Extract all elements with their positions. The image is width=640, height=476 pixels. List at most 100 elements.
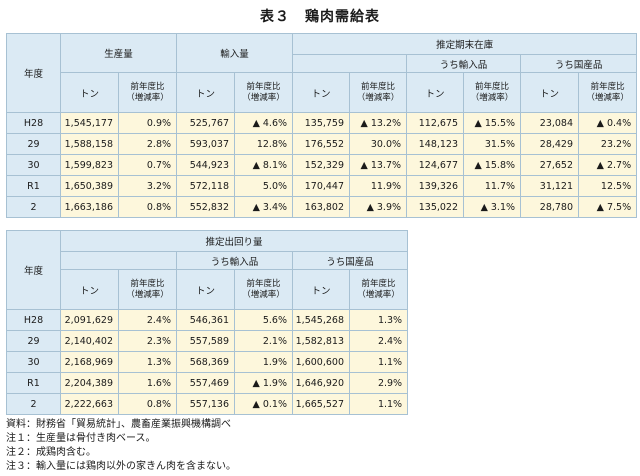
page-title: 表３ 鶏肉需給表 [260, 9, 380, 25]
ratio-cell: 0.8% [118, 393, 177, 415]
ratio-header: 前年度比 （増減率） [578, 72, 638, 113]
table-row: 2 1,663,186 0.8% 552,832 ▲ 3.4% 163,802 ▲ 3.9%… [6, 196, 638, 218]
note-1: 注１：生産量は骨付き肉ベース。 [6, 433, 156, 444]
tonnage-cell: 552,832 [176, 196, 236, 218]
ton-header: トン [520, 72, 580, 113]
tonnage-cell: 124,677 [406, 154, 465, 176]
tonnage-cell: 572,118 [176, 175, 236, 197]
note-3: 注３：輸入量には鶏肉以外の家きん肉を含まない。 [6, 461, 236, 472]
unit-header-row: トン 前年度比 （増減率） トン 前年度比 （増減率） トン 前年度比 （増減率） [7, 269, 409, 310]
ratio-cell: ▲ 2.7% [578, 154, 638, 176]
note-2: 注２：成鶏肉含む。 [6, 447, 96, 458]
ratio-header: 前年度比 （増減率） [117, 72, 178, 113]
production-header: 生産量 [59, 33, 178, 73]
tonnage-cell: 176,552 [292, 133, 351, 155]
tonnage-cell: 593,037 [176, 133, 236, 155]
tonnage-cell: 568,369 [176, 351, 235, 373]
ratio-header: 前年度比 （増減率） [348, 269, 409, 310]
tonnage-cell: 1,663,186 [60, 196, 119, 218]
ton-header: トン [292, 269, 350, 310]
stock-header: 推定期末在庫 [292, 33, 638, 55]
source-notes: 資料：財務省「貿易統計」、農畜産業振興機構調べ 注１：生産量は骨付き肉ベース。 … [6, 418, 236, 474]
ratio-cell: 1.6% [118, 372, 177, 394]
tonnage-cell: 546,361 [176, 309, 235, 331]
supply-demand-table: 年度 生産量 輸入量 推定期末在庫 うち輸入品 うち国産品 トン 前年度比 （増減… [6, 33, 638, 218]
table-row: 2 2,222,663 0.8% 557,136 ▲ 0.1% 1,665,527 1.1% [6, 393, 409, 415]
tonnage-cell: 1,599,823 [60, 154, 119, 176]
ratio-cell: ▲ 13.7% [349, 154, 408, 176]
ratio-cell: 11.7% [463, 175, 522, 197]
tonnage-cell: 112,675 [406, 112, 465, 134]
year-cell: 29 [6, 330, 61, 352]
table-row: R1 2,204,389 1.6% 557,469 ▲ 1.9% 1,646,920 2.9… [6, 372, 409, 394]
ratio-cell: ▲ 3.9% [349, 196, 408, 218]
year-header: 年度 [6, 230, 61, 310]
ton-header: トン [176, 269, 235, 310]
ratio-cell: ▲ 0.1% [234, 393, 293, 415]
table-row: H28 2,091,629 2.4% 546,361 5.6% 1,545,268 1.3% [6, 309, 409, 331]
tonnage-cell: 23,084 [520, 112, 580, 134]
ratio-cell: 0.7% [117, 154, 178, 176]
ratio-cell: 5.6% [234, 309, 293, 331]
ratio-cell: 1.9% [234, 351, 293, 373]
tonnage-cell: 557,136 [176, 393, 235, 415]
ratio-cell: 0.8% [117, 196, 178, 218]
ratio-cell: 2.9% [348, 372, 409, 394]
ratio-cell: 2.8% [117, 133, 178, 155]
ton-header: トン [176, 72, 236, 113]
ratio-header: 前年度比 （増減率） [234, 269, 293, 310]
ratio-header: 前年度比 （増減率） [118, 269, 177, 310]
ratio-cell: 5.0% [234, 175, 294, 197]
tonnage-cell: 1,650,389 [60, 175, 119, 197]
ratio-cell: 2.4% [118, 309, 177, 331]
ratio-cell: 3.2% [117, 175, 178, 197]
ratio-cell: ▲ 0.4% [578, 112, 638, 134]
year-cell: R1 [6, 372, 61, 394]
tonnage-cell: 28,429 [520, 133, 580, 155]
ratio-cell: 1.1% [348, 351, 409, 373]
tonnage-cell: 28,780 [520, 196, 580, 218]
ratio-cell: 2.4% [348, 330, 409, 352]
stock-total-spacer [292, 54, 408, 73]
tonnage-cell: 152,329 [292, 154, 351, 176]
ratio-cell: ▲ 3.4% [234, 196, 294, 218]
ton-header: トン [60, 72, 119, 113]
table1-body: H28 1,545,177 0.9% 525,767 ▲ 4.6% 135,759 ▲ 13… [6, 112, 638, 218]
table-row: 29 1,588,158 2.8% 593,037 12.8% 176,552 30.0% 1… [6, 133, 638, 155]
ratio-cell: 12.5% [578, 175, 638, 197]
ratio-header: 前年度比 （増減率） [234, 72, 294, 113]
ratio-cell: 30.0% [349, 133, 408, 155]
year-cell: 29 [6, 133, 61, 155]
ship-domestic-header: うち国産品 [291, 251, 409, 270]
ton-header: トン [60, 269, 119, 310]
note-source: 資料：財務省「貿易統計」、農畜産業振興機構調べ [6, 419, 231, 430]
table-row: H28 1,545,177 0.9% 525,767 ▲ 4.6% 135,759 ▲ 13… [6, 112, 638, 134]
ship-imported-header: うち輸入品 [176, 251, 293, 270]
ratio-cell: 2.1% [234, 330, 293, 352]
tonnage-cell: 525,767 [176, 112, 236, 134]
year-cell: 2 [6, 393, 61, 415]
ratio-cell: 1.3% [118, 351, 177, 373]
ratio-cell: ▲ 15.8% [463, 154, 522, 176]
ton-header: トン [406, 72, 465, 113]
ratio-cell: 11.9% [349, 175, 408, 197]
tonnage-cell: 557,589 [176, 330, 235, 352]
year-cell: 2 [6, 196, 61, 218]
ratio-cell: ▲ 8.1% [234, 154, 294, 176]
tonnage-cell: 2,091,629 [60, 309, 119, 331]
ton-header: トン [292, 72, 351, 113]
tonnage-cell: 2,168,969 [60, 351, 119, 373]
table-row: 30 2,168,969 1.3% 568,369 1.9% 1,600,600 1.1% [6, 351, 409, 373]
tonnage-cell: 2,204,389 [60, 372, 119, 394]
tonnage-cell: 1,588,158 [60, 133, 119, 155]
tonnage-cell: 170,447 [292, 175, 351, 197]
ratio-cell: ▲ 7.5% [578, 196, 638, 218]
tonnage-cell: 163,802 [292, 196, 351, 218]
tonnage-cell: 544,923 [176, 154, 236, 176]
tonnage-cell: 557,469 [176, 372, 235, 394]
stock-domestic-header: うち国産品 [520, 54, 638, 73]
tonnage-cell: 1,600,600 [292, 351, 350, 373]
tonnage-cell: 31,121 [520, 175, 580, 197]
shipments-table: 年度 推定出回り量 うち輸入品 うち国産品 トン 前年度比 （増減率） トン 前年度比… [6, 230, 409, 415]
year-cell: H28 [6, 309, 61, 331]
